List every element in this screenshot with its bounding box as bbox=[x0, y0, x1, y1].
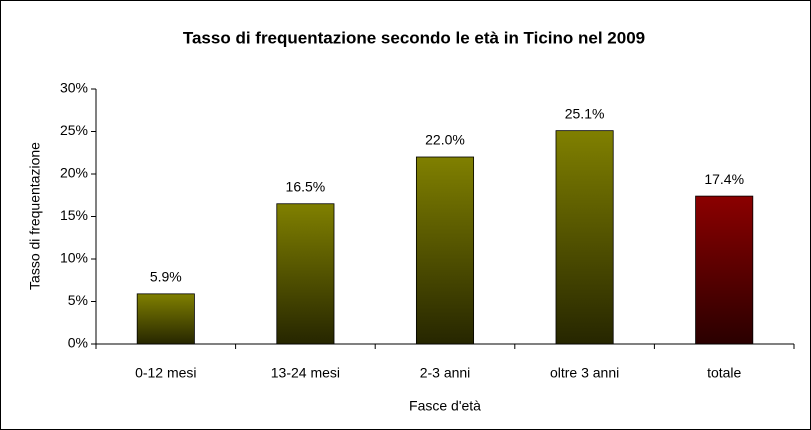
bar bbox=[415, 156, 475, 345]
bar bbox=[695, 195, 754, 345]
bar bbox=[136, 293, 195, 345]
x-tick-label: 13-24 mesi bbox=[271, 365, 340, 381]
y-tick-label: 25% bbox=[60, 122, 88, 138]
chart-title: Tasso di frequentazione secondo le età i… bbox=[183, 28, 645, 47]
x-tick-label: oltre 3 anni bbox=[550, 365, 619, 381]
x-tick-label: 0-12 mesi bbox=[135, 365, 196, 381]
y-tick-label: 30% bbox=[60, 80, 88, 96]
bar bbox=[276, 203, 335, 345]
y-tick-label: 0% bbox=[68, 335, 88, 351]
y-tick-label: 20% bbox=[60, 165, 88, 181]
data-label: 25.1% bbox=[565, 105, 605, 121]
y-axis-label: Tasso di frequentazione bbox=[27, 142, 43, 290]
data-label: 16.5% bbox=[286, 178, 326, 194]
data-label: 5.9% bbox=[150, 269, 182, 285]
y-tick-label: 15% bbox=[60, 207, 88, 223]
bar bbox=[555, 130, 614, 345]
data-label: 17.4% bbox=[704, 171, 744, 187]
y-tick-label: 5% bbox=[68, 292, 88, 308]
x-axis-label: Fasce d'età bbox=[409, 398, 481, 414]
y-tick-label: 10% bbox=[60, 250, 88, 266]
data-label: 22.0% bbox=[425, 132, 465, 148]
x-tick-label: totale bbox=[707, 365, 741, 381]
x-tick-label: 2-3 anni bbox=[420, 365, 471, 381]
